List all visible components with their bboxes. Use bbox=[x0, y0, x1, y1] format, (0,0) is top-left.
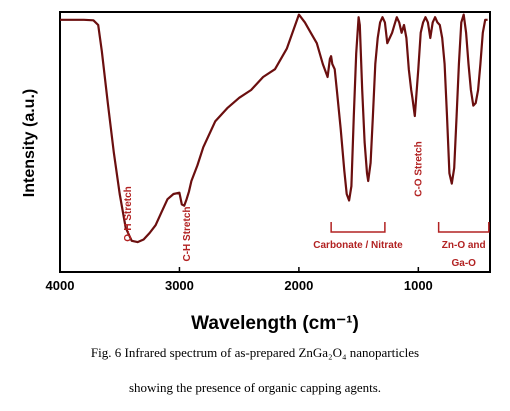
annotation-label: C-H Stretch bbox=[182, 206, 193, 261]
x-axis-label: Wavelength (cm⁻¹) bbox=[191, 313, 359, 334]
figure-caption-line-1: Fig. 6 Infrared spectrum of as-prepared … bbox=[90, 345, 420, 360]
annotation-bracket bbox=[330, 222, 386, 233]
figure-caption-line-2: showing the presence of organic capping … bbox=[128, 380, 382, 395]
annotation-label: Zn-O and bbox=[442, 240, 486, 251]
band-annotations: O-H Stretch C-H Stretch Carbonate / Nitrat… bbox=[123, 141, 490, 269]
annotation-label: Ga-O bbox=[451, 258, 476, 269]
x-tick-label: 3000 bbox=[165, 278, 194, 293]
annotation-label: O-H Stretch bbox=[123, 186, 134, 242]
y-axis-label: Intensity (a.u.) bbox=[21, 88, 38, 198]
x-tick-label: 4000 bbox=[46, 278, 75, 293]
plot-frame bbox=[59, 11, 491, 273]
x-axis-ticks: 4000 3000 2000 1000 bbox=[46, 267, 433, 293]
x-tick-label: 1000 bbox=[404, 278, 433, 293]
spectrum-series-line bbox=[60, 13, 488, 244]
annotation-label: Carbonate / Nitrate bbox=[313, 240, 403, 251]
x-tick-label: 2000 bbox=[284, 278, 313, 293]
annotation-label: C-O Stretch bbox=[414, 141, 425, 197]
annotation-bracket bbox=[437, 222, 490, 233]
